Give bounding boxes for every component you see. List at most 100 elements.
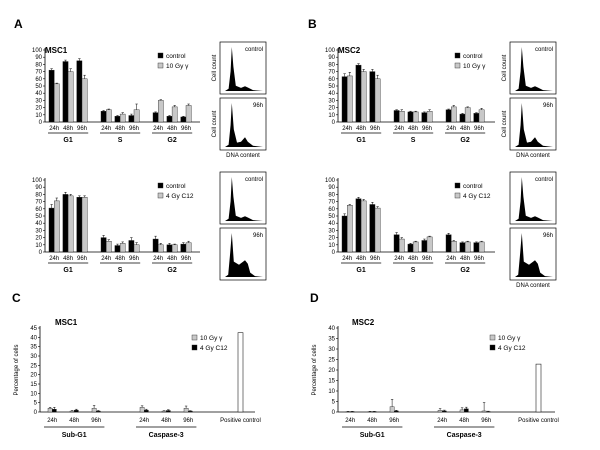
bar bbox=[54, 200, 60, 253]
y-tick-label: 40 bbox=[328, 221, 335, 227]
y-tick-label: 80 bbox=[35, 62, 42, 68]
histogram-fill bbox=[223, 47, 263, 91]
bar bbox=[464, 241, 471, 253]
x-tick-label: 24h bbox=[394, 256, 404, 262]
bar bbox=[394, 410, 399, 413]
y-tick-label: 100 bbox=[32, 48, 43, 54]
x-tick-label: 96h bbox=[77, 256, 87, 262]
chart-D: 0 5 10 15 20 25 30 35 40 Percentage of cells 24h 48… bbox=[310, 291, 559, 439]
y-tick-label: 70 bbox=[328, 200, 335, 206]
x-tick-label: 24h bbox=[101, 256, 111, 262]
y-tick-label: 70 bbox=[35, 200, 42, 206]
y-tick-label: 90 bbox=[328, 185, 335, 191]
bar bbox=[389, 406, 395, 413]
bar bbox=[119, 113, 126, 123]
y-tick-label: 30 bbox=[35, 98, 42, 104]
legend-swatch bbox=[454, 62, 461, 69]
x-tick-label: 24h bbox=[345, 418, 355, 424]
legend-swatch bbox=[157, 52, 164, 59]
bar bbox=[91, 408, 97, 413]
x-tick-label: 24h bbox=[139, 418, 149, 424]
histogram-frame bbox=[509, 41, 557, 95]
bar bbox=[347, 204, 353, 253]
x-tick-label: 96h bbox=[183, 418, 193, 424]
bar bbox=[100, 237, 107, 253]
histogram-label: 96h bbox=[253, 103, 263, 109]
x-tick-label: 24h bbox=[342, 126, 352, 132]
x-tick-label: 96h bbox=[77, 126, 87, 132]
histogram-fill bbox=[513, 47, 553, 91]
y-tick-label: 40 bbox=[30, 335, 37, 341]
x-tick-label: 96h bbox=[129, 126, 139, 132]
bar bbox=[133, 109, 140, 123]
bar bbox=[166, 244, 173, 253]
bar bbox=[47, 408, 53, 413]
y-tick-label: 60 bbox=[328, 77, 335, 83]
bar bbox=[52, 409, 57, 413]
y-tick-label: 50 bbox=[328, 214, 335, 220]
panel-label: D bbox=[310, 291, 319, 305]
y-tick-label: 60 bbox=[35, 207, 42, 213]
bar bbox=[100, 110, 107, 123]
x-tick-label: 48h bbox=[69, 418, 79, 424]
x-tick-label: 96h bbox=[422, 126, 432, 132]
x-tick-label: 48h bbox=[356, 256, 366, 262]
bar bbox=[69, 410, 75, 413]
bar bbox=[464, 107, 471, 123]
y-tick-label: 80 bbox=[35, 192, 42, 198]
x-tick-label: 96h bbox=[129, 256, 139, 262]
x-tick-label: 24h bbox=[49, 256, 59, 262]
group-label: G1 bbox=[63, 137, 72, 144]
legend-swatch bbox=[157, 62, 164, 69]
y-tick-label: 40 bbox=[35, 221, 42, 227]
histogram-label: 96h bbox=[253, 233, 263, 239]
bar bbox=[171, 106, 178, 123]
bar bbox=[105, 240, 112, 253]
bar bbox=[372, 411, 377, 413]
bar bbox=[48, 207, 55, 253]
bar bbox=[426, 236, 433, 253]
bar bbox=[183, 408, 189, 413]
chart-title: MSC2 bbox=[352, 318, 375, 327]
histogram-ylabel: Cell count bbox=[502, 54, 508, 81]
bar bbox=[407, 243, 414, 253]
y-tick-label: 25 bbox=[30, 363, 37, 369]
y-tick-label: 80 bbox=[328, 62, 335, 68]
legend-swatch bbox=[191, 344, 198, 351]
legend-swatch bbox=[191, 334, 198, 341]
bar bbox=[237, 332, 244, 413]
y-tick-label: 60 bbox=[328, 207, 335, 213]
y-tick-label: 30 bbox=[30, 354, 37, 360]
group-label: Sub-G1 bbox=[62, 432, 87, 439]
legend-label: control bbox=[463, 183, 483, 190]
histogram-fill bbox=[513, 233, 553, 277]
bar bbox=[459, 113, 466, 123]
y-tick-label: 40 bbox=[328, 326, 335, 332]
y-tick-label: 10 bbox=[328, 113, 335, 119]
histogram-frame bbox=[509, 171, 557, 225]
bar bbox=[451, 240, 457, 253]
group-label: G1 bbox=[63, 267, 72, 274]
group-label: G2 bbox=[167, 137, 176, 144]
bar bbox=[185, 105, 192, 123]
histogram-xlabel: DNA content bbox=[226, 153, 260, 159]
bar bbox=[478, 241, 485, 253]
y-tick-label: 50 bbox=[35, 84, 42, 90]
y-tick-label: 10 bbox=[35, 113, 42, 119]
x-tick-label: 48h bbox=[367, 418, 377, 424]
bar bbox=[54, 83, 60, 123]
bar bbox=[464, 408, 469, 413]
y-tick-label: 50 bbox=[35, 214, 42, 220]
bar bbox=[81, 197, 88, 253]
x-tick-label: 48h bbox=[63, 126, 73, 132]
bar bbox=[445, 234, 452, 253]
panel-label: B bbox=[308, 17, 317, 31]
x-tick-label: 24h bbox=[49, 126, 59, 132]
x-tick-label: 96h bbox=[370, 126, 380, 132]
histogram-frame bbox=[219, 171, 267, 225]
chart-title: MSC2 bbox=[338, 46, 361, 55]
y-axis-label: Percentage of cells bbox=[312, 344, 318, 395]
histogram-ylabel: Cell count bbox=[502, 110, 508, 137]
